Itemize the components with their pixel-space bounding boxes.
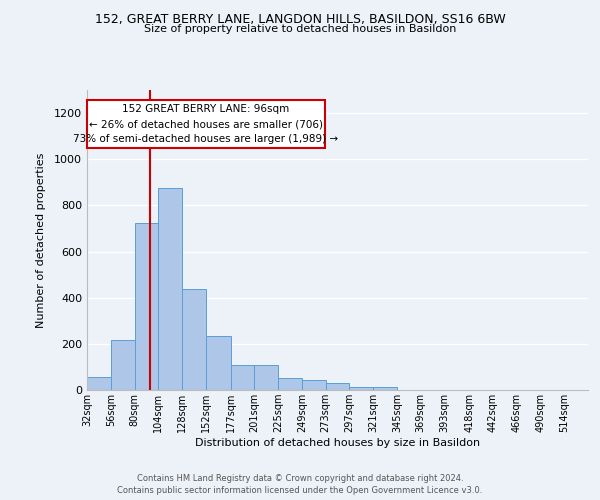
Bar (278, 378, 302, 390)
Bar (254, 364, 278, 390)
Bar (182, 289, 206, 390)
X-axis label: Distribution of detached houses by size in Basildon: Distribution of detached houses by size … (195, 438, 480, 448)
Text: 152, GREAT BERRY LANE, LANGDON HILLS, BASILDON, SS16 6BW: 152, GREAT BERRY LANE, LANGDON HILLS, BA… (95, 12, 505, 26)
Bar (373, 387, 397, 390)
Bar (349, 386, 373, 390)
Text: Size of property relative to detached houses in Basildon: Size of property relative to detached ho… (144, 24, 456, 34)
Bar (302, 380, 326, 390)
Bar (158, 188, 182, 390)
Bar (230, 364, 254, 390)
Bar (111, 340, 134, 390)
Y-axis label: Number of detached properties: Number of detached properties (35, 152, 46, 328)
Bar (326, 383, 349, 390)
Bar (134, 222, 158, 390)
Bar (206, 336, 230, 390)
Text: 152 GREAT BERRY LANE: 96sqm
← 26% of detached houses are smaller (706)
73% of se: 152 GREAT BERRY LANE: 96sqm ← 26% of det… (73, 104, 338, 144)
Bar (87, 378, 111, 390)
Text: Contains HM Land Registry data © Crown copyright and database right 2024.
Contai: Contains HM Land Registry data © Crown c… (118, 474, 482, 495)
FancyBboxPatch shape (87, 100, 325, 148)
